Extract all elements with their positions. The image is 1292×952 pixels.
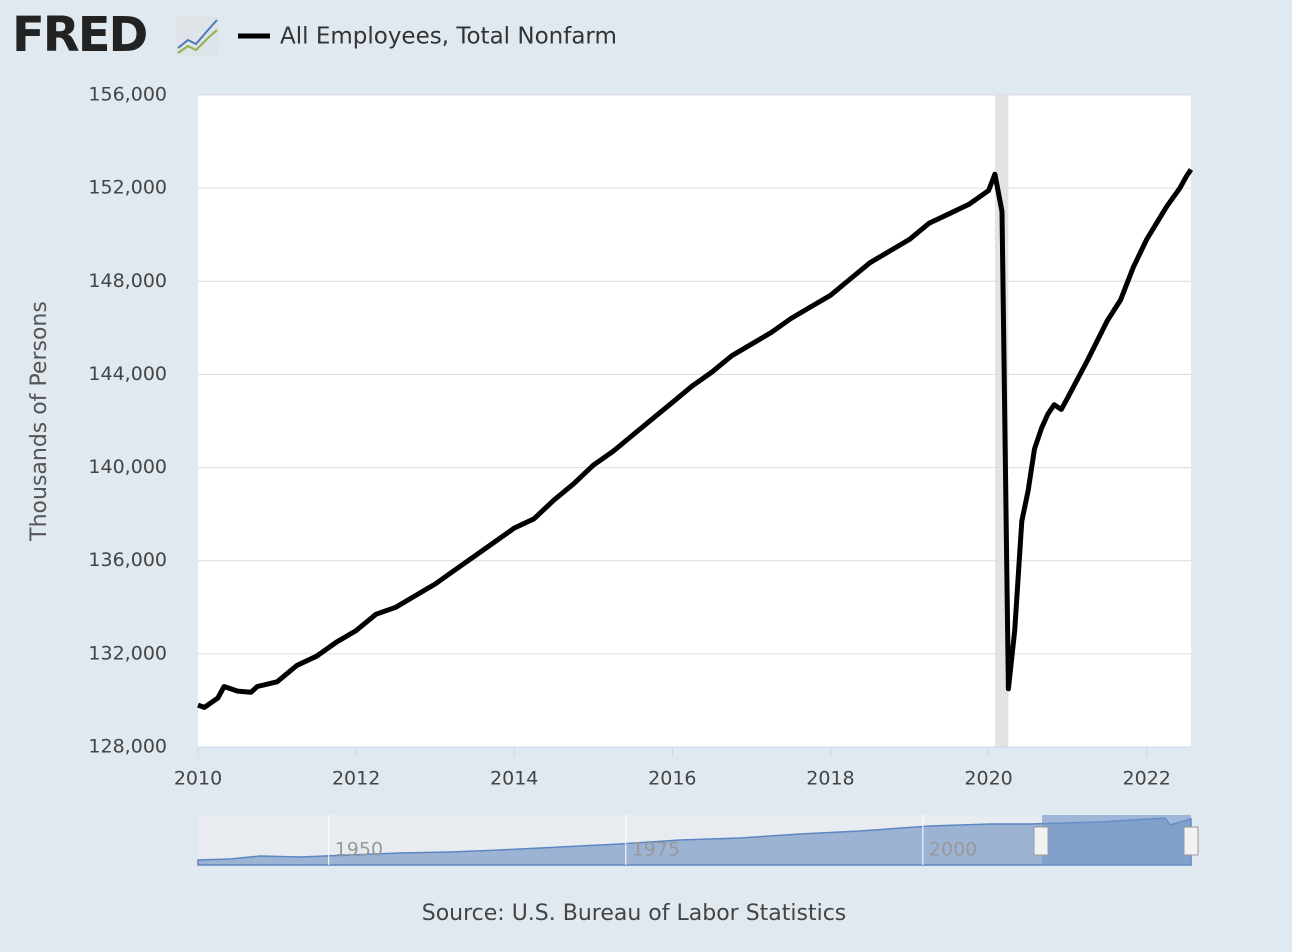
logo: FRED — [12, 7, 147, 63]
x-tick-label: 2010 — [174, 768, 222, 790]
y-tick-label: 144,000 — [88, 363, 167, 385]
navigator-handle[interactable] — [1183, 826, 1199, 856]
navigator-selection — [1042, 815, 1191, 865]
navigator-ticks: 1950 1975 2000 — [328, 815, 977, 865]
y-tick-label: 152,000 — [88, 177, 167, 199]
header: FRED All Employees, Total Nonfarm — [12, 7, 617, 63]
navigator-tick-label: 2000 — [929, 839, 977, 861]
y-axis-label: Thousands of Persons — [27, 301, 52, 542]
navigator — [197, 815, 1199, 866]
y-tick-label: 132,000 — [88, 642, 167, 664]
x-tick-label: 2012 — [332, 768, 380, 790]
navigator-tick-label: 1950 — [335, 839, 383, 861]
x-tick-label: 2022 — [1123, 768, 1171, 790]
x-tick-label: 2014 — [490, 768, 538, 790]
x-tick-label: 2020 — [964, 768, 1012, 790]
source: Source: U.S. Bureau of Labor Statistics — [422, 901, 847, 926]
y-tick-label: 156,000 — [88, 84, 167, 106]
logo-icon-line — [177, 19, 218, 49]
x-tick-label: 2016 — [648, 768, 696, 790]
series-line — [197, 168, 1194, 710]
plot-area — [198, 95, 1191, 747]
y-tick-label: 128,000 — [88, 736, 167, 758]
navigator-handle[interactable] — [1033, 826, 1049, 856]
y-tick-label: 148,000 — [88, 270, 167, 292]
legend-label: All Employees, Total Nonfarm — [280, 24, 617, 50]
y-tick-label: 136,000 — [88, 549, 167, 571]
x-tick-label: 2018 — [806, 768, 854, 790]
navigator-tick-label: 1975 — [632, 839, 680, 861]
logo-icon-line — [177, 29, 218, 54]
y-tick-label: 140,000 — [88, 456, 167, 478]
plot — [197, 94, 1194, 757]
